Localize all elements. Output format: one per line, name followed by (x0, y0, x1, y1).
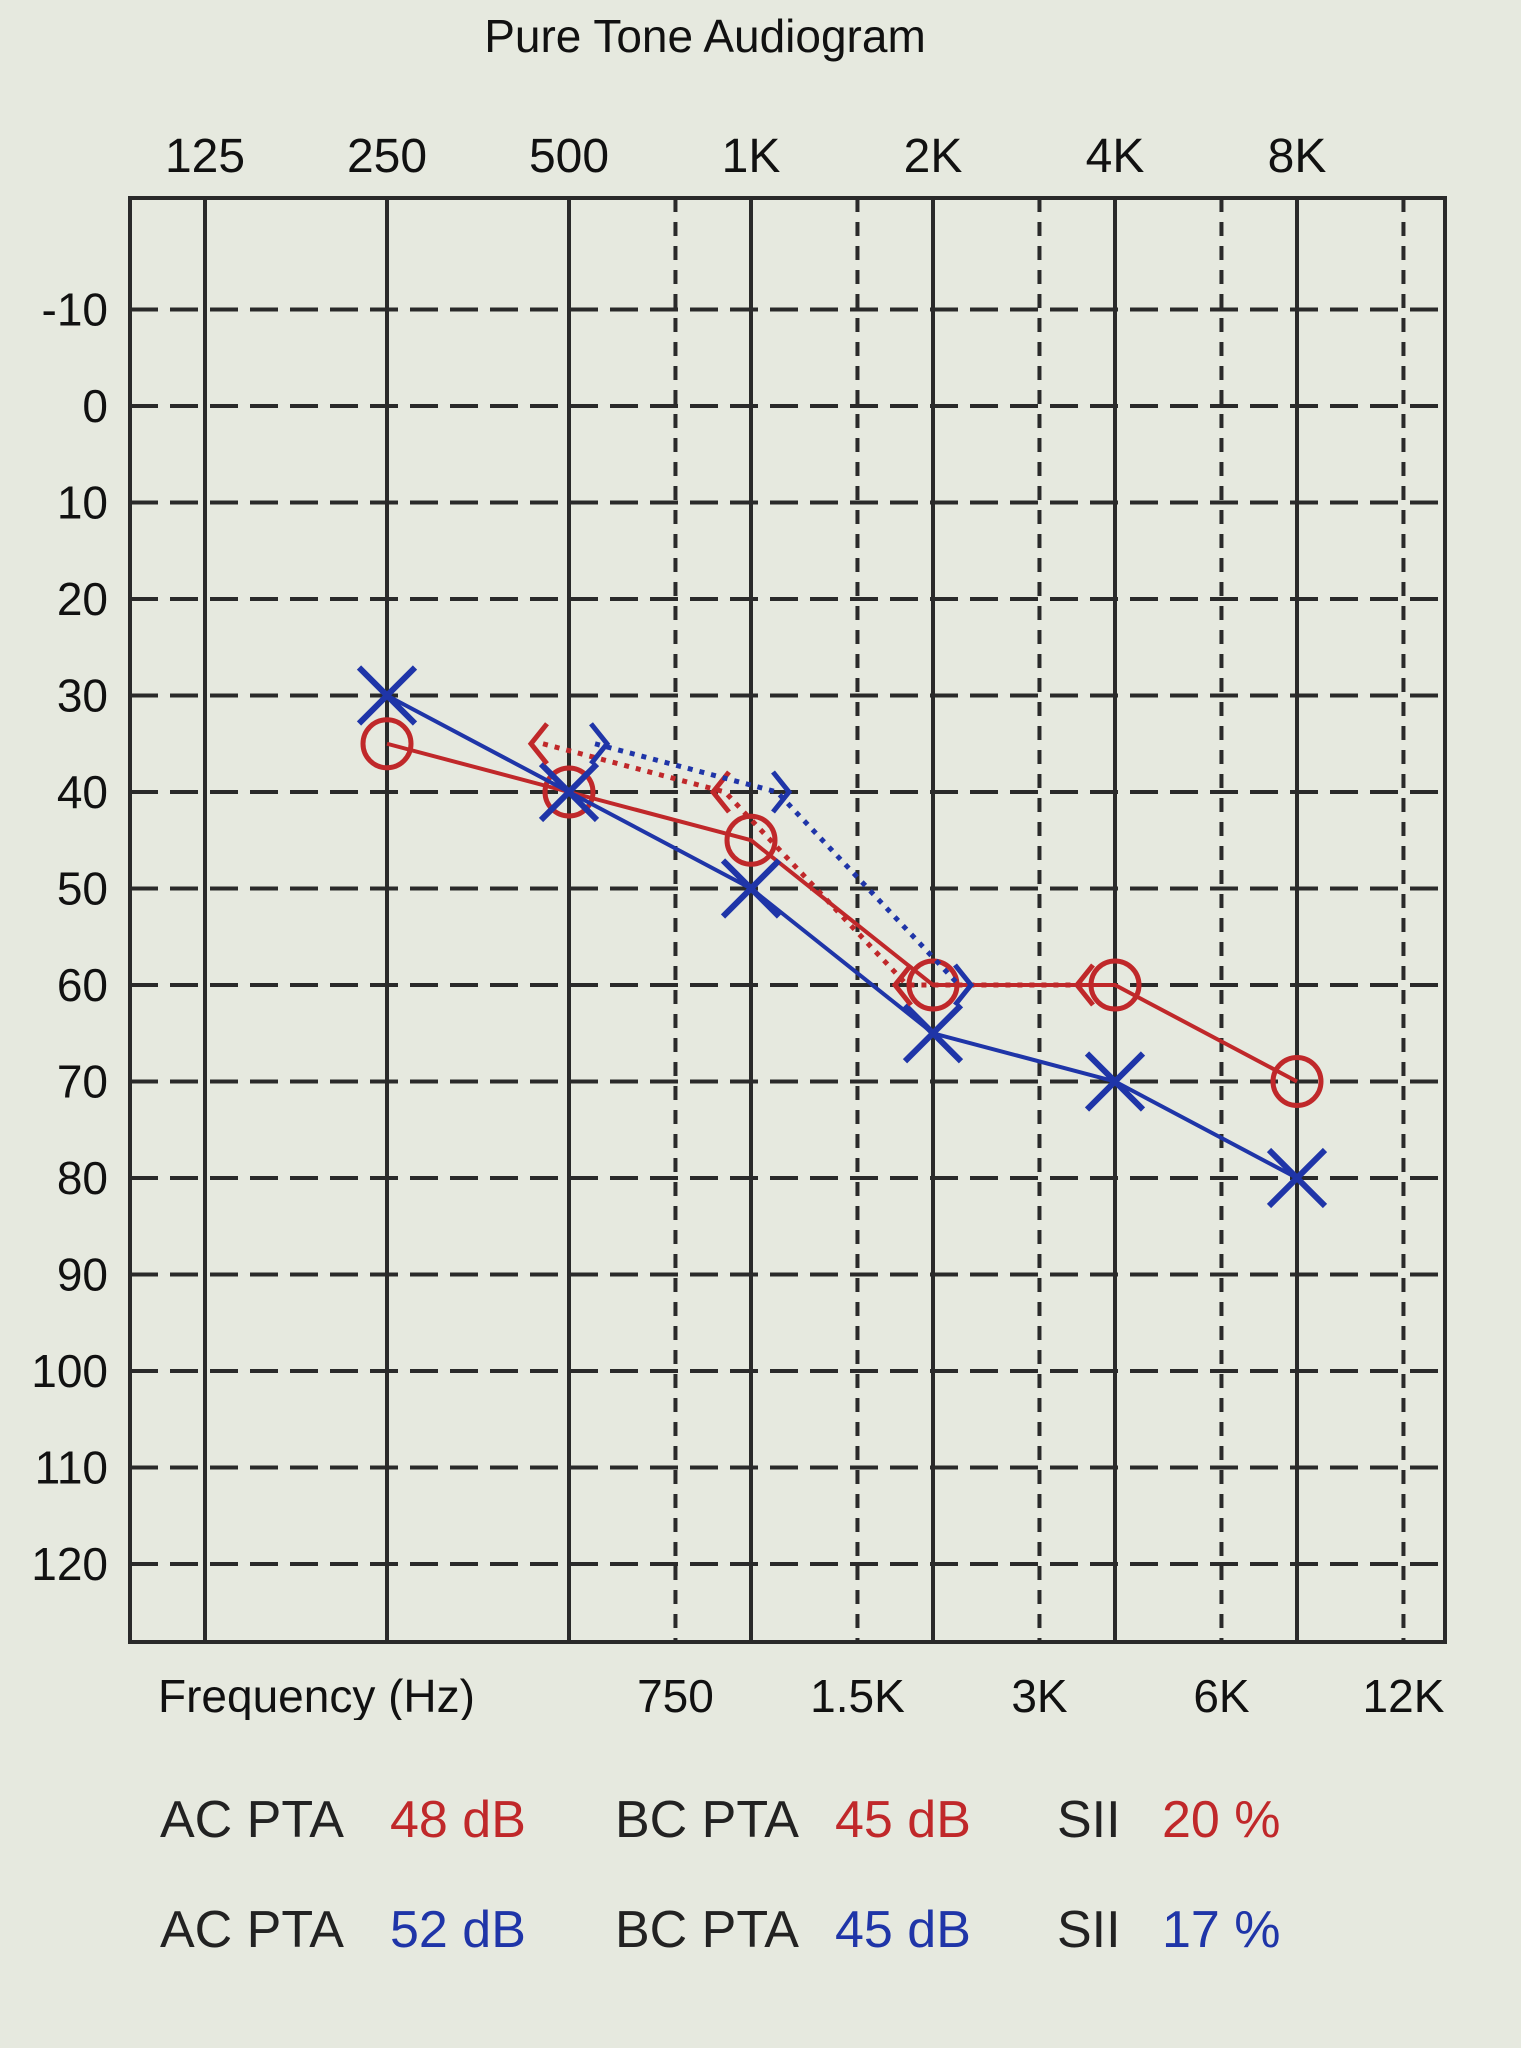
series-line (542, 741, 1089, 988)
data-point-circle (542, 765, 596, 819)
data-point-bracket-right (589, 722, 611, 766)
y-tick-label: 30 (57, 670, 108, 722)
octave-tick-labels: 125 250 500 1K 2K 4K 8K (165, 130, 1326, 183)
octave-tick-label: 250 (347, 130, 427, 183)
y-tick-label: -10 (42, 284, 108, 336)
y-tick-label: 10 (57, 477, 108, 529)
y-tick-label: 50 (57, 863, 108, 915)
data-point-circle (360, 717, 414, 771)
bc-label: BC PTA (615, 1791, 799, 1849)
y-tick-label: 80 (57, 1152, 108, 1204)
ac-label: AC PTA (160, 1901, 344, 1959)
data-point-bracket-left (1073, 963, 1095, 1007)
y-tick-label: 60 (57, 959, 108, 1011)
series-bracket-left (527, 722, 1095, 1007)
chart-title: Pure Tone Audiogram (484, 10, 926, 62)
data-point-bracket-right (953, 963, 975, 1007)
y-tick-label: 110 (35, 1442, 108, 1494)
octave-tick-label: 500 (529, 130, 609, 183)
octave-tick-label: 125 (165, 130, 245, 183)
data-point-cross (902, 1003, 964, 1064)
data-point-cross (356, 665, 418, 726)
series-circle (360, 717, 1324, 1108)
interoctave-tick-label: 12K (1363, 1670, 1445, 1720)
data-point-circle (1270, 1055, 1324, 1108)
interoctave-tick-label: 750 (637, 1670, 714, 1720)
interoctave-grid (673, 198, 1406, 1642)
plot-frame (128, 196, 1447, 1644)
data-point-cross (720, 858, 782, 919)
bc-label: BC PTA (615, 1901, 799, 1959)
data-point-bracket-left (891, 963, 913, 1007)
x-axis-label: Frequency (Hz) (158, 1670, 475, 1720)
series-line (594, 741, 961, 987)
y-tick-label: 20 (57, 573, 108, 625)
y-tick-label: 70 (57, 1056, 108, 1108)
y-tick-label: 0 (82, 380, 108, 432)
sii-label: SII (1057, 1791, 1121, 1849)
data-point-cross (1266, 1147, 1328, 1209)
series-bracket-right (589, 722, 975, 1007)
series-line (386, 741, 1298, 1084)
series-layer (356, 665, 1328, 1209)
audiogram-chart: Pure Tone Audiogram 125 250 500 1K 2K 4K 8K -1… (31, 10, 1447, 1720)
data-point-circle (1088, 958, 1142, 1012)
sii-label: SII (1057, 1901, 1121, 1959)
data-point-cross (538, 761, 600, 823)
series-line (386, 693, 1298, 1180)
ac-label: AC PTA (160, 1791, 344, 1849)
interoctave-tick-label: 1.5K (810, 1670, 905, 1720)
y-tick-label: 120 (31, 1538, 108, 1590)
horizontal-grid (130, 307, 1445, 1566)
ac-value: 52 dB (390, 1901, 526, 1959)
series-cross (356, 665, 1328, 1209)
octave-tick-label: 1K (722, 130, 781, 183)
sii-value: 20 % (1162, 1791, 1281, 1849)
interoctave-tick-labels: 750 1.5K 3K 6K 12K (637, 1670, 1445, 1720)
y-tick-labels: -10 0 10 20 30 40 50 60 70 80 90 100 110 120 (31, 284, 108, 1591)
ac-value: 48 dB (390, 1791, 526, 1849)
data-point-circle (906, 958, 960, 1012)
bc-value: 45 dB (835, 1901, 971, 1959)
interoctave-tick-label: 3K (1011, 1670, 1068, 1720)
octave-tick-label: 8K (1268, 130, 1327, 183)
octave-tick-label: 4K (1086, 130, 1145, 183)
data-point-bracket-left (527, 722, 549, 766)
data-point-cross (1084, 1051, 1146, 1112)
major-grid (203, 198, 1299, 1642)
y-tick-label: 100 (31, 1345, 108, 1397)
y-tick-label: 90 (57, 1249, 108, 1301)
octave-tick-label: 2K (904, 130, 963, 183)
sii-value: 17 % (1162, 1901, 1281, 1959)
interoctave-tick-label: 6K (1193, 1670, 1250, 1720)
y-tick-label: 40 (57, 766, 108, 818)
bc-value: 45 dB (835, 1791, 971, 1849)
data-point-circle (724, 813, 778, 867)
data-point-bracket-right (771, 770, 793, 814)
